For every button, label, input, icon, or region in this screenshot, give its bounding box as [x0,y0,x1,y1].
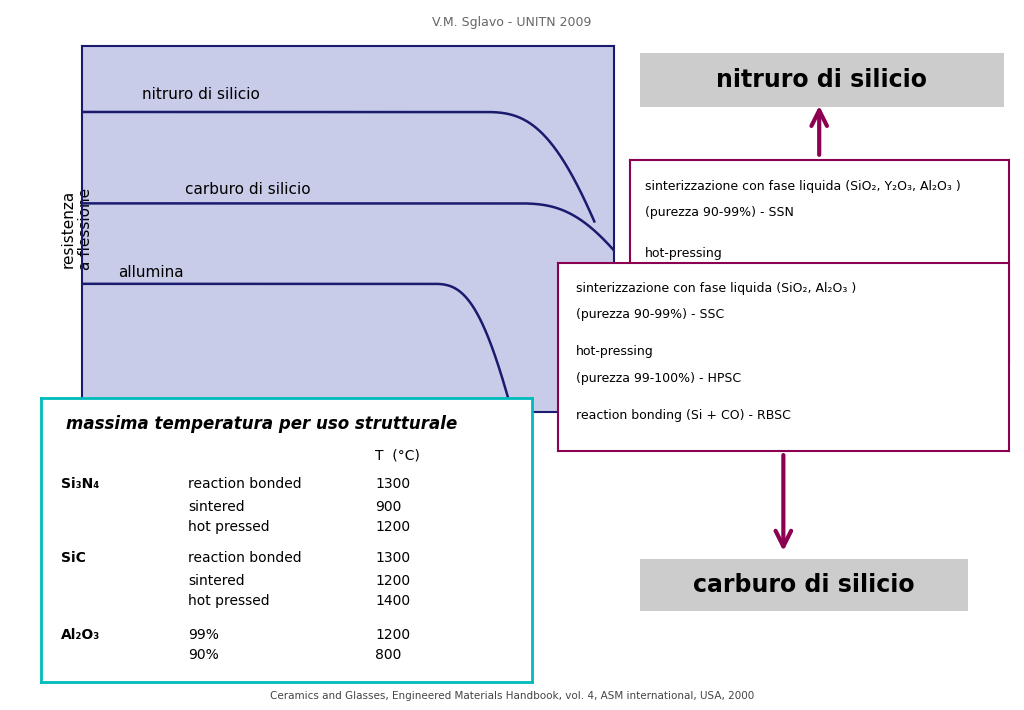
Text: 99%: 99% [188,628,219,642]
Text: 900: 900 [375,500,401,514]
Text: SiC: SiC [60,551,85,565]
Text: (purezza 90-99%) - SSN: (purezza 90-99%) - SSN [645,207,794,219]
Text: sinterizzazione con fase liquida (SiO₂, Al₂O₃ ): sinterizzazione con fase liquida (SiO₂, … [577,281,856,295]
Text: reaction bonded: reaction bonded [188,477,302,491]
Text: 1300: 1300 [375,551,411,565]
Text: reaction bonding (Si + NH₃) - RBSN: reaction bonding (Si + NH₃) - RBSN [645,314,865,327]
Text: reaction bonding (Si + CO) - RBSC: reaction bonding (Si + CO) - RBSC [577,410,791,422]
Text: sinterizzazione con fase liquida (SiO₂, Y₂O₃, Al₂O₃ ): sinterizzazione con fase liquida (SiO₂, … [645,180,961,193]
Text: V.M. Sglavo - UNITN 2009: V.M. Sglavo - UNITN 2009 [432,16,592,29]
Text: sintered: sintered [188,500,245,514]
Text: (purezza 90-99%) - SSC: (purezza 90-99%) - SSC [577,308,724,321]
Text: (purezza 99-100%) - HPSN: (purezza 99-100%) - HPSN [645,273,811,286]
Text: hot-pressing: hot-pressing [645,247,723,260]
Text: carburo di silicio: carburo di silicio [693,573,914,597]
Text: hot-pressing: hot-pressing [577,346,654,359]
Text: Ceramics and Glasses, Engineered Materials Handbook, vol. 4, ASM international, : Ceramics and Glasses, Engineered Materia… [270,692,754,701]
Text: carburo di silicio: carburo di silicio [185,182,310,197]
Text: nitruro di silicio: nitruro di silicio [141,87,260,102]
Text: 1400: 1400 [375,594,411,608]
Text: 1200: 1200 [375,628,411,642]
Text: 1200: 1200 [375,520,411,534]
Text: 800: 800 [375,648,401,662]
Text: Si₃N₄: Si₃N₄ [60,477,99,491]
Y-axis label: resistenza
a flessione: resistenza a flessione [60,188,92,270]
X-axis label: T (°C): T (°C) [319,448,377,466]
Text: sintered: sintered [188,574,245,588]
Text: reaction bonded: reaction bonded [188,551,302,565]
Text: nitruro di silicio: nitruro di silicio [716,68,928,92]
Text: massima temperatura per uso strutturale: massima temperatura per uso strutturale [66,415,457,432]
Text: hot pressed: hot pressed [188,520,270,534]
Text: 1200: 1200 [375,574,411,588]
Text: 90%: 90% [188,648,219,662]
Text: T  (°C): T (°C) [375,449,420,463]
Text: Al₂O₃: Al₂O₃ [60,628,100,642]
Text: 1300: 1300 [375,477,411,491]
Text: allumina: allumina [119,265,184,280]
Text: (purezza 99-100%) - HPSC: (purezza 99-100%) - HPSC [577,372,741,385]
Text: hot pressed: hot pressed [188,594,270,608]
